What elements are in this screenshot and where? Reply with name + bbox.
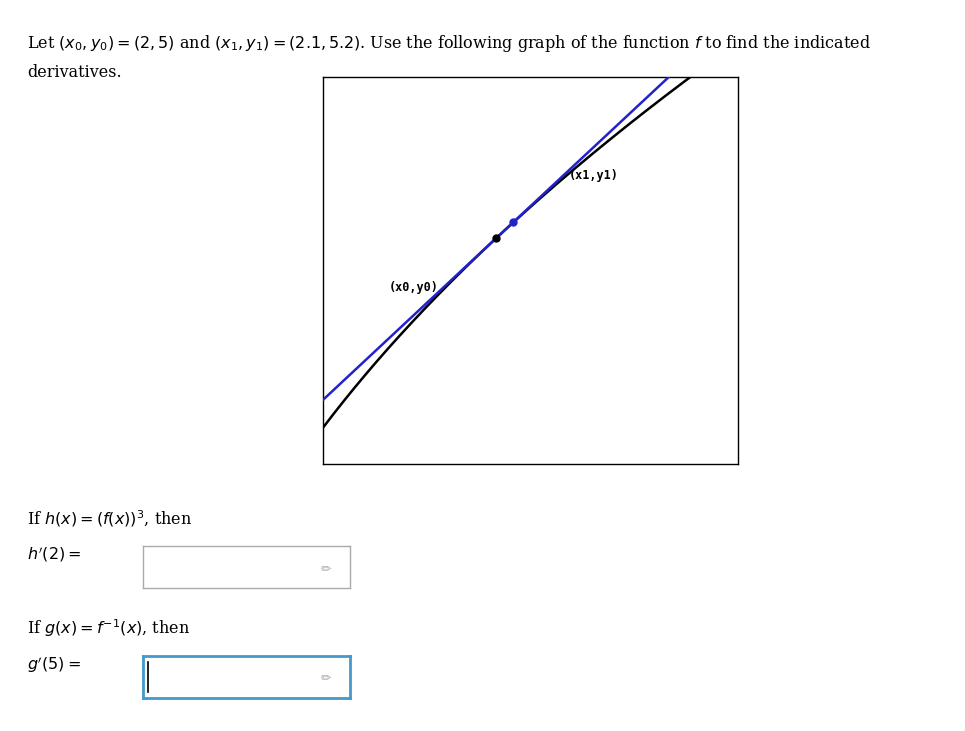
Text: derivatives.: derivatives. <box>27 64 122 81</box>
Text: If $h(x) = (f(x))^3$, then: If $h(x) = (f(x))^3$, then <box>27 508 192 529</box>
Text: (x1,y1): (x1,y1) <box>568 170 619 182</box>
Text: (x0,y0): (x0,y0) <box>389 281 439 294</box>
Text: $g'(5) =$: $g'(5) =$ <box>27 654 81 675</box>
Text: Let $(\mathit{x}_0, \mathit{y}_0) = (2, 5)$ and $(\mathit{x}_1, \mathit{y}_1) = : Let $(\mathit{x}_0, \mathit{y}_0) = (2, … <box>27 33 870 54</box>
Text: ✏: ✏ <box>320 563 331 576</box>
Text: ✏: ✏ <box>320 673 331 686</box>
Text: $h'(2) =$: $h'(2) =$ <box>27 545 81 564</box>
Text: If $g(x) = f^{-1}(x)$, then: If $g(x) = f^{-1}(x)$, then <box>27 618 190 640</box>
